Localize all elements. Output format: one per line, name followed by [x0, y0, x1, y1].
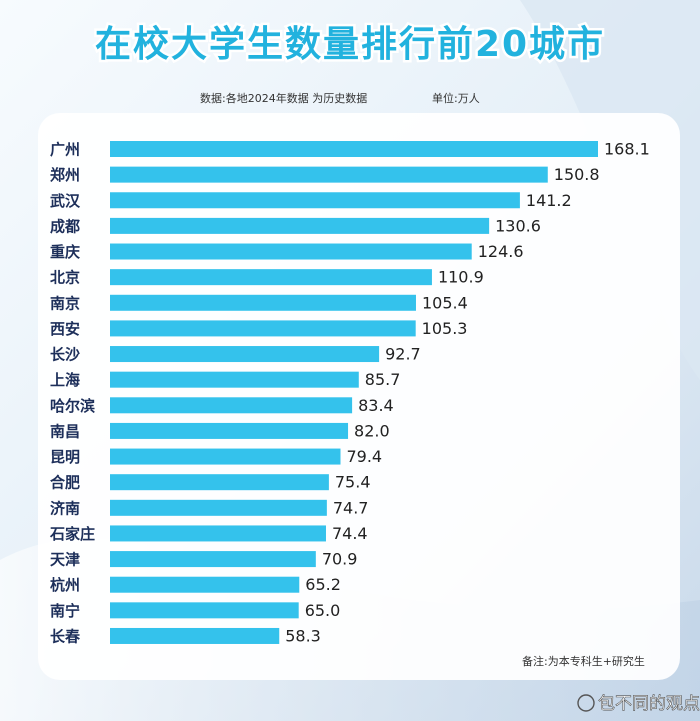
value-label: 65.0 [305, 601, 341, 620]
value-label: 92.7 [385, 345, 421, 364]
value-label: 74.4 [332, 524, 368, 543]
category-label: 长沙 [50, 346, 80, 364]
category-label: 南宁 [50, 602, 80, 620]
footnote: 备注:为本专科生+研究生 [522, 654, 645, 668]
value-label: 74.7 [333, 498, 369, 517]
value-label: 65.2 [305, 575, 341, 594]
value-label: 141.2 [526, 191, 572, 210]
value-label: 58.3 [285, 626, 321, 645]
bar [110, 525, 326, 542]
bar [110, 576, 300, 593]
category-label: 重庆 [50, 243, 80, 261]
category-label: 西安 [50, 320, 80, 338]
bar [110, 320, 416, 337]
value-label: 130.6 [495, 216, 541, 235]
bar [110, 217, 490, 234]
bar [110, 141, 598, 157]
value-label: 70.9 [322, 550, 358, 569]
value-label: 105.3 [422, 319, 468, 338]
value-label: 168.1 [604, 140, 650, 159]
value-label: 79.4 [346, 447, 382, 466]
category-label: 长春 [50, 627, 80, 645]
category-label: 成都 [50, 217, 80, 235]
unit: 单位:万人 [432, 91, 480, 105]
category-label: 石家庄 [49, 525, 95, 543]
value-label: 105.4 [422, 293, 468, 312]
category-label: 南京 [50, 294, 80, 312]
bar [110, 499, 327, 516]
category-label: 南昌 [50, 422, 80, 440]
value-label: 110.9 [438, 268, 484, 287]
value-label: 83.4 [358, 396, 394, 415]
category-label: 昆明 [50, 448, 80, 466]
bar [110, 602, 299, 619]
category-label: 杭州 [50, 576, 80, 594]
value-label: 150.8 [554, 165, 600, 184]
bar [110, 448, 341, 465]
bar [110, 294, 416, 311]
bar [110, 627, 280, 644]
category-label: 合肥 [49, 474, 80, 492]
bar [110, 243, 472, 260]
category-label: 上海 [50, 371, 80, 389]
bar [110, 371, 359, 388]
value-label: 82.0 [354, 421, 390, 440]
bar [110, 346, 380, 363]
value-label: 85.7 [365, 370, 401, 389]
category-label: 济南 [50, 499, 80, 517]
category-label: 哈尔滨 [50, 397, 95, 415]
bar [110, 192, 520, 209]
bar [110, 397, 353, 414]
bar [110, 269, 432, 286]
value-label: 124.6 [478, 242, 524, 261]
category-label: 天津 [50, 551, 80, 569]
bar [110, 474, 329, 491]
chart-title: 在校大学生数量排行前20城市 [95, 23, 605, 65]
value-label: 75.4 [335, 473, 371, 492]
category-label: 广州 [50, 141, 80, 159]
category-label: 武汉 [50, 192, 81, 210]
bar [110, 166, 548, 183]
watermark: 包不同的观点 [598, 694, 700, 714]
category-label: 北京 [50, 269, 80, 287]
bar [110, 422, 349, 439]
plot: 广州 168.1 郑州 150.8 武汉 141.2 成都 130.6 重庆 124.6 北京 110… [49, 140, 650, 646]
category-label: 郑州 [50, 166, 80, 184]
bar [110, 551, 316, 568]
watermark-icon [577, 694, 595, 712]
subtitle: 数据:各地2024年数据 为历史数据 [200, 91, 367, 105]
